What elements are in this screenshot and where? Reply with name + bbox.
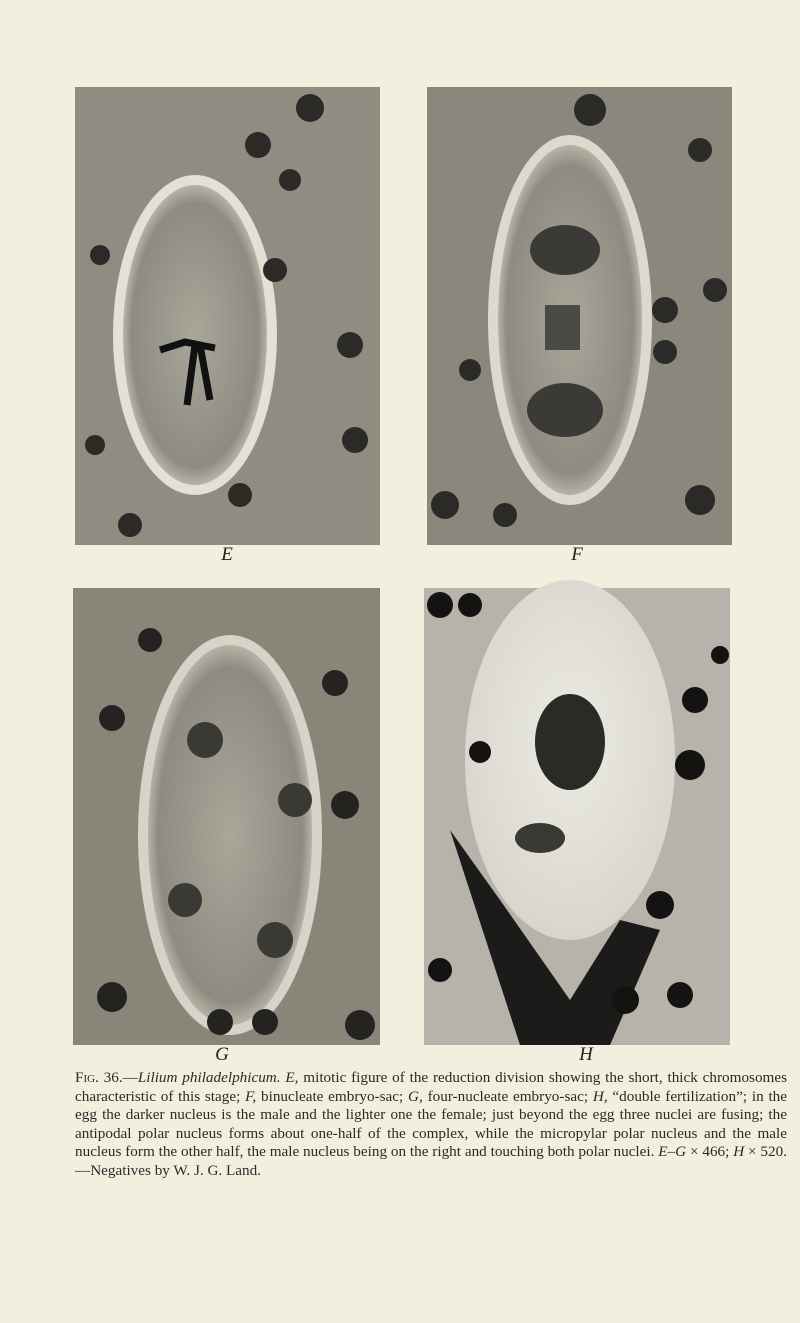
caption-text: “double fertilization”; in the egg the d… (75, 1087, 787, 1161)
caption-text: × 466; (689, 1143, 730, 1161)
caption-text: F, (245, 1087, 257, 1105)
caption-text: × 520.—Negatives by W. J. G. Land. (75, 1143, 788, 1179)
caption-text: H (733, 1143, 745, 1161)
panel-label: G (215, 1044, 229, 1065)
caption-text: mitotic figure of the reduction division… (75, 1069, 788, 1105)
caption-text: Fig. 36.— (75, 1069, 138, 1086)
caption-text: Lilium philadelphicum. (137, 1069, 281, 1086)
micrograph-h (424, 580, 730, 1045)
panel-label: F (571, 544, 583, 565)
micrograph-f (427, 87, 732, 545)
caption-text: H, (592, 1087, 608, 1105)
caption-text: E–G (658, 1143, 687, 1161)
caption-text: E, (285, 1069, 299, 1086)
micrograph-g (73, 588, 380, 1045)
caption-text: G, (408, 1087, 423, 1105)
panel-label: H (579, 1044, 593, 1065)
caption-text: binucleate embryo-sac; (261, 1087, 404, 1105)
panel-label: E (221, 544, 233, 565)
plates (73, 87, 732, 1045)
caption: Fig. 36.—Lilium philadelphicum. E, mitot… (75, 1069, 787, 1181)
caption-text: four-nucleate embryo-sac; (427, 1087, 589, 1105)
micrograph-e (75, 87, 380, 545)
